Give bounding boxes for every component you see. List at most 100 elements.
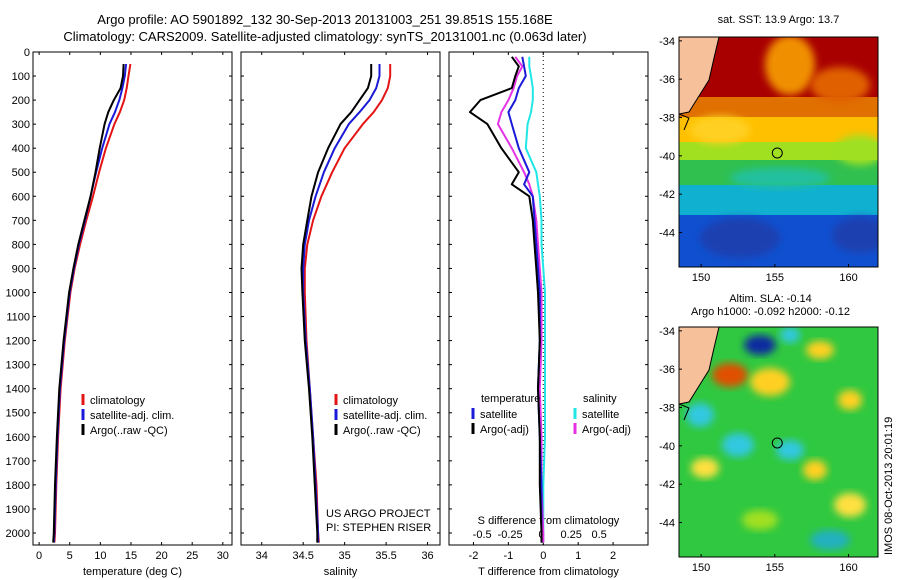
sla-eddy — [780, 327, 800, 343]
temperature-panel: 0100200300400500600700800900100011001200… — [6, 47, 233, 578]
x-tick-label: 10 — [94, 550, 106, 562]
sst-patch — [835, 135, 878, 165]
depth-tick-label: 1300 — [6, 360, 30, 372]
x-tick-label: 36 — [421, 550, 433, 562]
series-line-salinity-satellite — [524, 56, 546, 543]
temperature-frame — [32, 51, 233, 546]
legend-label: satellite-adj. clim. — [90, 410, 174, 422]
lat-tick-label: -34 — [659, 36, 675, 48]
argo-location-marker — [771, 437, 783, 449]
depth-tick-label: 1600 — [6, 432, 30, 444]
argo-location-marker — [771, 147, 783, 159]
series-line-argo-raw-qc- — [52, 63, 125, 543]
sla-map-frame — [678, 326, 879, 558]
difference-xlabel: T difference from climatology — [478, 566, 619, 578]
depth-tick-label: 400 — [12, 143, 30, 155]
lon-tick-label: 155 — [766, 562, 784, 574]
series-line-satellite-adj-clim- — [52, 63, 128, 543]
depth-tick-label: 300 — [12, 119, 30, 131]
x-tick-label: 0 — [36, 550, 42, 562]
sla-eddy — [722, 433, 754, 457]
legend-label: Argo(..raw -QC) — [343, 425, 421, 437]
sla-map: -34 -36 -38 -40 -42 -44 150 155 160 Altim. SLA: -… — [659, 293, 879, 574]
sla-eddy — [803, 460, 827, 480]
lat-tick-label: -44 — [659, 518, 675, 530]
depth-tick-label: 800 — [12, 239, 30, 251]
s-diff-label: S difference from climatology — [478, 515, 620, 527]
lat-tick-label: -34 — [659, 326, 675, 338]
salinity-frame — [240, 51, 441, 546]
depth-tick-label: 1800 — [6, 480, 30, 492]
lat-tick-label: -44 — [659, 228, 675, 240]
series-line-salinity-argo-adj- — [496, 56, 545, 543]
imos-watermark: IMOS 08-Oct-2013 20:01:19 — [883, 417, 895, 555]
legend-label: Argo(-adj) — [480, 424, 529, 436]
lat-tick-label: -42 — [659, 189, 675, 201]
depth-tick-label: 1500 — [6, 408, 30, 420]
sla-eddy — [712, 363, 748, 387]
x-tick-label: 1 — [575, 550, 581, 562]
sla-eddy — [838, 390, 862, 410]
x-tick-label: 5 — [67, 550, 73, 562]
sst-patch — [810, 67, 870, 103]
lat-tick-label: -38 — [659, 403, 675, 415]
difference-frame — [448, 51, 649, 546]
sst-patch — [690, 116, 750, 144]
figure-title-line2: Climatology: CARS2009. Satellite-adjuste… — [63, 29, 587, 44]
lat-tick-label: -40 — [659, 441, 675, 453]
x-tick-label: -1 — [503, 550, 513, 562]
depth-tick-label: 100 — [12, 71, 30, 83]
sla-eddy — [750, 368, 790, 396]
depth-tick-label: 900 — [12, 263, 30, 275]
x-tick-label: 35.5 — [375, 550, 396, 562]
figure-title-line1: Argo profile: AO 5901892_132 30-Sep-2013… — [97, 12, 553, 27]
x-tick-label: 34.5 — [292, 550, 313, 562]
sst-map-title: sat. SST: 13.9 Argo: 13.7 — [718, 14, 840, 26]
s-tick-label: -0.5 — [473, 529, 492, 541]
lon-tick-label: 160 — [839, 272, 857, 284]
coastline — [679, 403, 690, 421]
x-tick-label: 25 — [186, 550, 198, 562]
sla-map-title-line1: Altim. SLA: -0.14 — [729, 293, 812, 305]
legend-label: climatology — [343, 395, 399, 407]
x-tick-label: 34 — [256, 550, 268, 562]
land-australia — [679, 37, 720, 115]
depth-tick-label: 1700 — [6, 456, 30, 468]
sst-patch — [700, 218, 780, 258]
sla-eddy — [806, 341, 834, 359]
project-annotation: PI: STEPHEN RISER — [326, 522, 431, 534]
sla-base — [679, 327, 878, 557]
legend-title-salinity: salinity — [583, 393, 617, 405]
sla-eddy — [744, 335, 776, 355]
legend-label: satellite-adj. clim. — [343, 410, 427, 422]
legend-label: satellite — [582, 409, 619, 421]
legend-label: Argo(-adj) — [582, 424, 631, 436]
lat-tick-label: -40 — [659, 151, 675, 163]
lon-tick-label: 155 — [766, 272, 784, 284]
sla-eddy — [810, 530, 850, 550]
sst-band — [679, 185, 878, 215]
series-line-argo-raw-qc- — [300, 64, 373, 543]
sst-map-frame — [678, 36, 879, 268]
lat-tick-label: -42 — [659, 479, 675, 491]
depth-tick-label: 1100 — [6, 312, 30, 324]
depth-tick-label: 700 — [12, 215, 30, 227]
series-line-climatology — [53, 63, 132, 543]
legend-label: climatology — [90, 395, 146, 407]
sst-patch — [832, 217, 878, 253]
legend-label: Argo(..raw -QC) — [90, 425, 168, 437]
series-line-climatology — [303, 64, 392, 543]
temperature-xlabel: temperature (deg C) — [83, 566, 182, 578]
lat-tick-label: -38 — [659, 113, 675, 125]
s-tick-label: 0.25 — [560, 529, 581, 541]
legend-label: satellite — [480, 409, 517, 421]
x-tick-label: 35 — [339, 550, 351, 562]
depth-tick-label: 1900 — [6, 504, 30, 516]
sla-map-field — [679, 327, 878, 557]
difference-panel: -2 -1 0 1 2 T difference from climatology -0.5… — [448, 51, 649, 578]
depth-tick-label: 200 — [12, 95, 30, 107]
sst-patch — [730, 168, 830, 188]
sst-band — [679, 142, 878, 160]
s-tick-label: -0.25 — [498, 529, 523, 541]
